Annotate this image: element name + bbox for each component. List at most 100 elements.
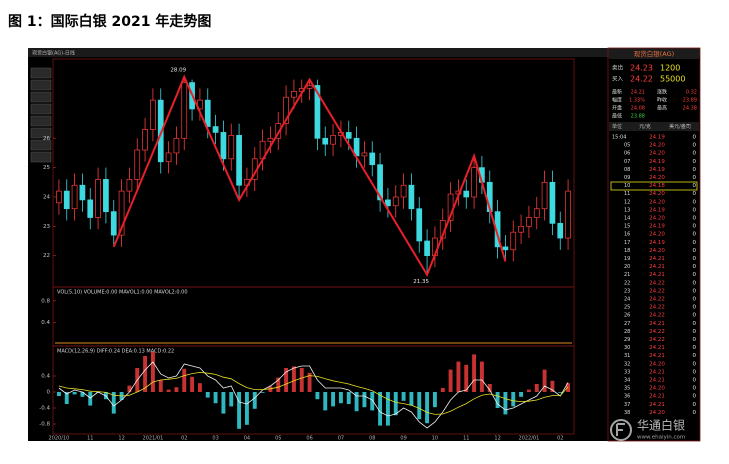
tick-price: 24.21 [649,394,665,400]
tick-volume: 0 [693,288,697,294]
macd-bar [190,376,195,392]
toolbar [30,67,52,163]
watermark-brand: 华通白银 [637,418,685,433]
macd-bar [229,392,234,407]
tick-volume: 0 [693,175,697,181]
tick-time: 36 [624,394,630,400]
dea-line [58,371,569,415]
tick-price: 24.20 [649,386,665,392]
y-tick-label: 0.4 [41,374,50,380]
macd-bar [558,392,563,393]
tick-time: 30 [624,345,630,351]
macd-bar [409,392,414,406]
tick-time: 09 [624,175,630,181]
chart-title: 现货白银(AG)-日线 [32,50,75,57]
y-tick-label: 25 [43,165,50,171]
stat-value: 23.89 [683,98,697,104]
candle-body [71,184,78,210]
macd-bar [174,387,179,392]
tick-volume: 0 [693,369,697,375]
stat-label: 最低 [612,113,622,120]
tick-volume: 0 [693,410,697,416]
table-header: 单位 [612,123,622,130]
candle-body [518,225,524,233]
candle-body [502,246,509,251]
tick-volume: 0 [693,361,697,367]
candle-body [400,184,407,198]
trend-line [112,74,507,277]
candle-body [416,208,423,242]
macd-bar [158,380,163,392]
macd-bar [519,392,524,397]
tick-volume: 0 [693,240,697,246]
tick-price: 24.20 [649,410,665,416]
tool-button[interactable] [30,103,52,115]
macd-panel-border [52,345,575,435]
quote-title: 现货白银(AG) [634,49,674,58]
candle-body [134,149,141,180]
x-tick-label: 09 [400,436,406,442]
tick-volume: 0 [693,345,697,351]
tick-time: 37 [624,402,630,408]
x-tick-label: 05 [275,436,281,442]
candle-body [103,179,109,212]
tick-price: 24.19 [649,207,665,213]
table-header: 美元/盎司 [669,123,691,130]
x-tick-label: 12 [118,436,124,442]
tool-button[interactable] [30,79,52,91]
tick-volume: 0 [693,232,697,238]
candle-body [424,240,430,257]
quote-panel-border [607,47,701,442]
figure-title: 图 1：国际白银 2021 年走势图 [8,13,211,30]
macd-bar [197,383,202,392]
tool-button[interactable] [30,91,52,103]
macd-bar [323,392,328,411]
macd-bar [291,366,296,392]
tick-price: 24.21 [649,378,665,384]
quote-header-bar [609,122,699,131]
macd-bar [417,392,422,420]
tool-button[interactable] [30,67,52,79]
macd-bar [80,392,85,397]
tool-button[interactable] [30,151,52,163]
x-tick-label: 03 [212,436,218,442]
tick-time: 15 [624,224,630,230]
tick-price: 24.18 [649,183,665,189]
tick-price: 24.20 [649,216,665,222]
y-tick-label: 0.8 [41,298,50,304]
x-tick-label: 02 [557,436,563,442]
candle-body [330,135,336,145]
tick-time: 14 [624,216,630,222]
volume-label: VOL(5,10) VOLUME:0.00 MAVOL1:0.00 MAVOL2… [57,290,188,296]
macd-bar [534,384,539,392]
tick-price: 24.22 [649,297,665,303]
candle-body [549,181,556,224]
candle-body [87,199,94,218]
x-tick-label: 07 [338,436,344,442]
candle-body [541,181,548,210]
candle-body [220,132,227,160]
stat-value: 24.08 [631,106,645,112]
tick-time: 08 [624,167,630,173]
tool-button[interactable] [30,115,52,127]
tick-time: 10 [624,183,630,189]
tick-volume: 0 [693,305,697,311]
tick-time: 12 [624,199,630,205]
candle-body [322,137,329,145]
tick-volume: 0 [693,135,697,141]
macd-bar [64,392,69,404]
tool-button[interactable] [30,127,52,139]
macd-bar [456,361,461,392]
macd-bar [338,392,343,404]
candle-body [510,231,517,251]
y-tick-label: 26 [43,136,50,142]
x-tick-label: 08 [369,436,375,442]
tick-time: 05 [624,143,630,149]
x-tick-label: 04 [244,436,250,442]
tick-volume: 0 [693,143,697,149]
macd-bar [464,364,469,392]
tick-time: 13 [624,207,630,213]
macd-bar [331,392,336,407]
tool-button[interactable] [30,139,52,151]
